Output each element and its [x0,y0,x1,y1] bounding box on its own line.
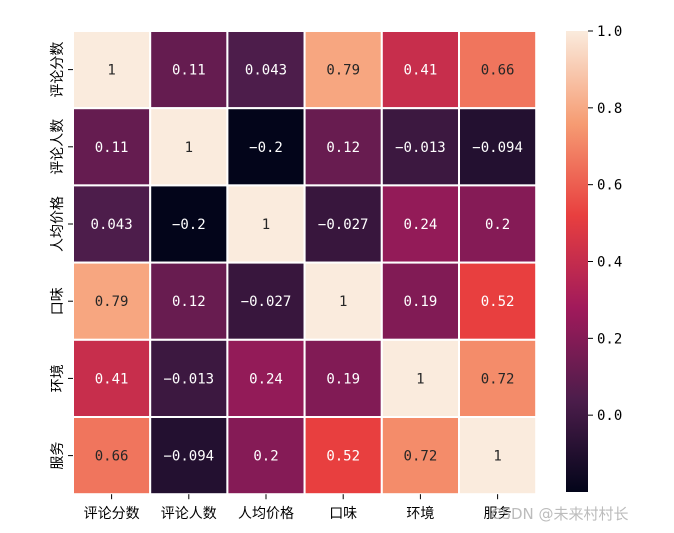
cell-annotation: 0.19 [326,371,360,387]
x-tick-label: 服务 [484,506,512,522]
heatmap-cell [458,416,538,496]
cell-annotation: 0.24 [249,371,283,387]
y-tick-label: 评论分数 [50,42,66,98]
cell-annotation: 0.2 [253,449,278,465]
cell-annotation: 0.79 [95,294,129,310]
cell-annotation: −0.2 [249,140,283,156]
watermark: CSDN @未来村村长 [491,505,629,523]
cell-annotations: 1 0.11 0.043 0.79 0.41 0.66 0.11 1 −0.2 0.12 −0.01… [91,63,523,465]
heatmap-cell [72,416,152,496]
cell-annotation: 0.66 [481,63,515,79]
cell-annotation: 1 [416,371,424,387]
colorbar-tick-label: 0.8 [597,101,622,117]
x-tick-label: 评论人数 [161,506,217,522]
colorbar-tick-label: 0.4 [597,255,622,271]
heatmap-cell [458,261,538,341]
cell-annotation: 0.11 [95,140,129,156]
heatmap-cell [149,107,229,187]
colorbar-tick-label: 0.0 [597,408,622,424]
cell-annotation: −0.013 [395,140,446,156]
cell-annotation: 0.2 [485,217,510,233]
colorbar-gradient [566,31,588,492]
cell-annotation: 0.043 [91,217,133,233]
cell-annotation: 0.12 [326,140,360,156]
heatmap-cell [458,30,538,110]
colorbar-tick-label: 1.0 [597,24,622,40]
cell-annotation: 0.79 [326,63,360,79]
cell-annotation: 0.52 [481,294,515,310]
x-tick-label: 人均价格 [238,506,294,522]
heatmap-cells [72,30,538,496]
heatmap-cell [458,184,538,264]
cell-annotation: −0.027 [318,217,369,233]
heatmap-cell [303,338,383,418]
heatmap-cell [458,107,538,187]
heatmap-cell [72,261,152,341]
cell-annotation: 0.24 [404,217,438,233]
cell-annotation: 1 [493,449,501,465]
cell-annotation: 0.41 [95,371,129,387]
y-tick-label: 服务 [50,442,66,470]
cell-annotation: 0.52 [326,449,360,465]
y-tick-label: 人均价格 [50,196,66,252]
cell-annotation: −0.013 [164,371,215,387]
cell-annotation: 0.19 [404,294,438,310]
heatmap-cell [380,338,460,418]
colorbar: 0.0 0.2 0.4 0.6 0.8 1.0 [566,24,622,492]
heatmap-cell [380,261,460,341]
heatmap-cell [149,184,229,264]
colorbar-tick-label: 0.6 [597,178,622,194]
heatmap-cell [303,261,383,341]
y-tick-label: 口味 [50,287,66,315]
x-tick-label: 评论分数 [84,506,140,522]
colorbar-tick-label: 0.2 [597,331,622,347]
x-tick-label: 口味 [329,506,357,522]
cell-annotation: 0.12 [172,294,206,310]
x-tick-label: 环境 [406,506,434,522]
cell-annotation: 0.72 [481,371,515,387]
cell-annotation: 0.043 [245,63,287,79]
y-tick-label: 评论人数 [50,119,66,175]
cell-annotation: 1 [262,217,270,233]
cell-annotation: 0.72 [404,449,438,465]
cell-annotation: 1 [107,63,115,79]
heatmap-cell [458,338,538,418]
cell-annotation: −0.094 [472,140,523,156]
heatmap-cell [226,338,306,418]
cell-annotation: 0.66 [95,449,129,465]
cell-annotation: 1 [185,140,193,156]
heatmap-cell [149,261,229,341]
cell-annotation: −0.2 [172,217,206,233]
heatmap-cell [226,261,306,341]
cell-annotation: 1 [339,294,347,310]
heatmap-cell [303,107,383,187]
heatmap-cell [149,30,229,110]
cell-annotation: 0.41 [404,63,438,79]
cell-annotation: −0.027 [241,294,292,310]
cell-annotation: −0.094 [164,449,215,465]
y-tick-label: 环境 [50,364,66,392]
x-tick-labels: 评论分数 评论人数 人均价格 口味 环境 服务 [84,494,512,522]
heatmap-cell [303,184,383,264]
cell-annotation: 0.11 [172,63,206,79]
heatmap-cell [380,184,460,264]
